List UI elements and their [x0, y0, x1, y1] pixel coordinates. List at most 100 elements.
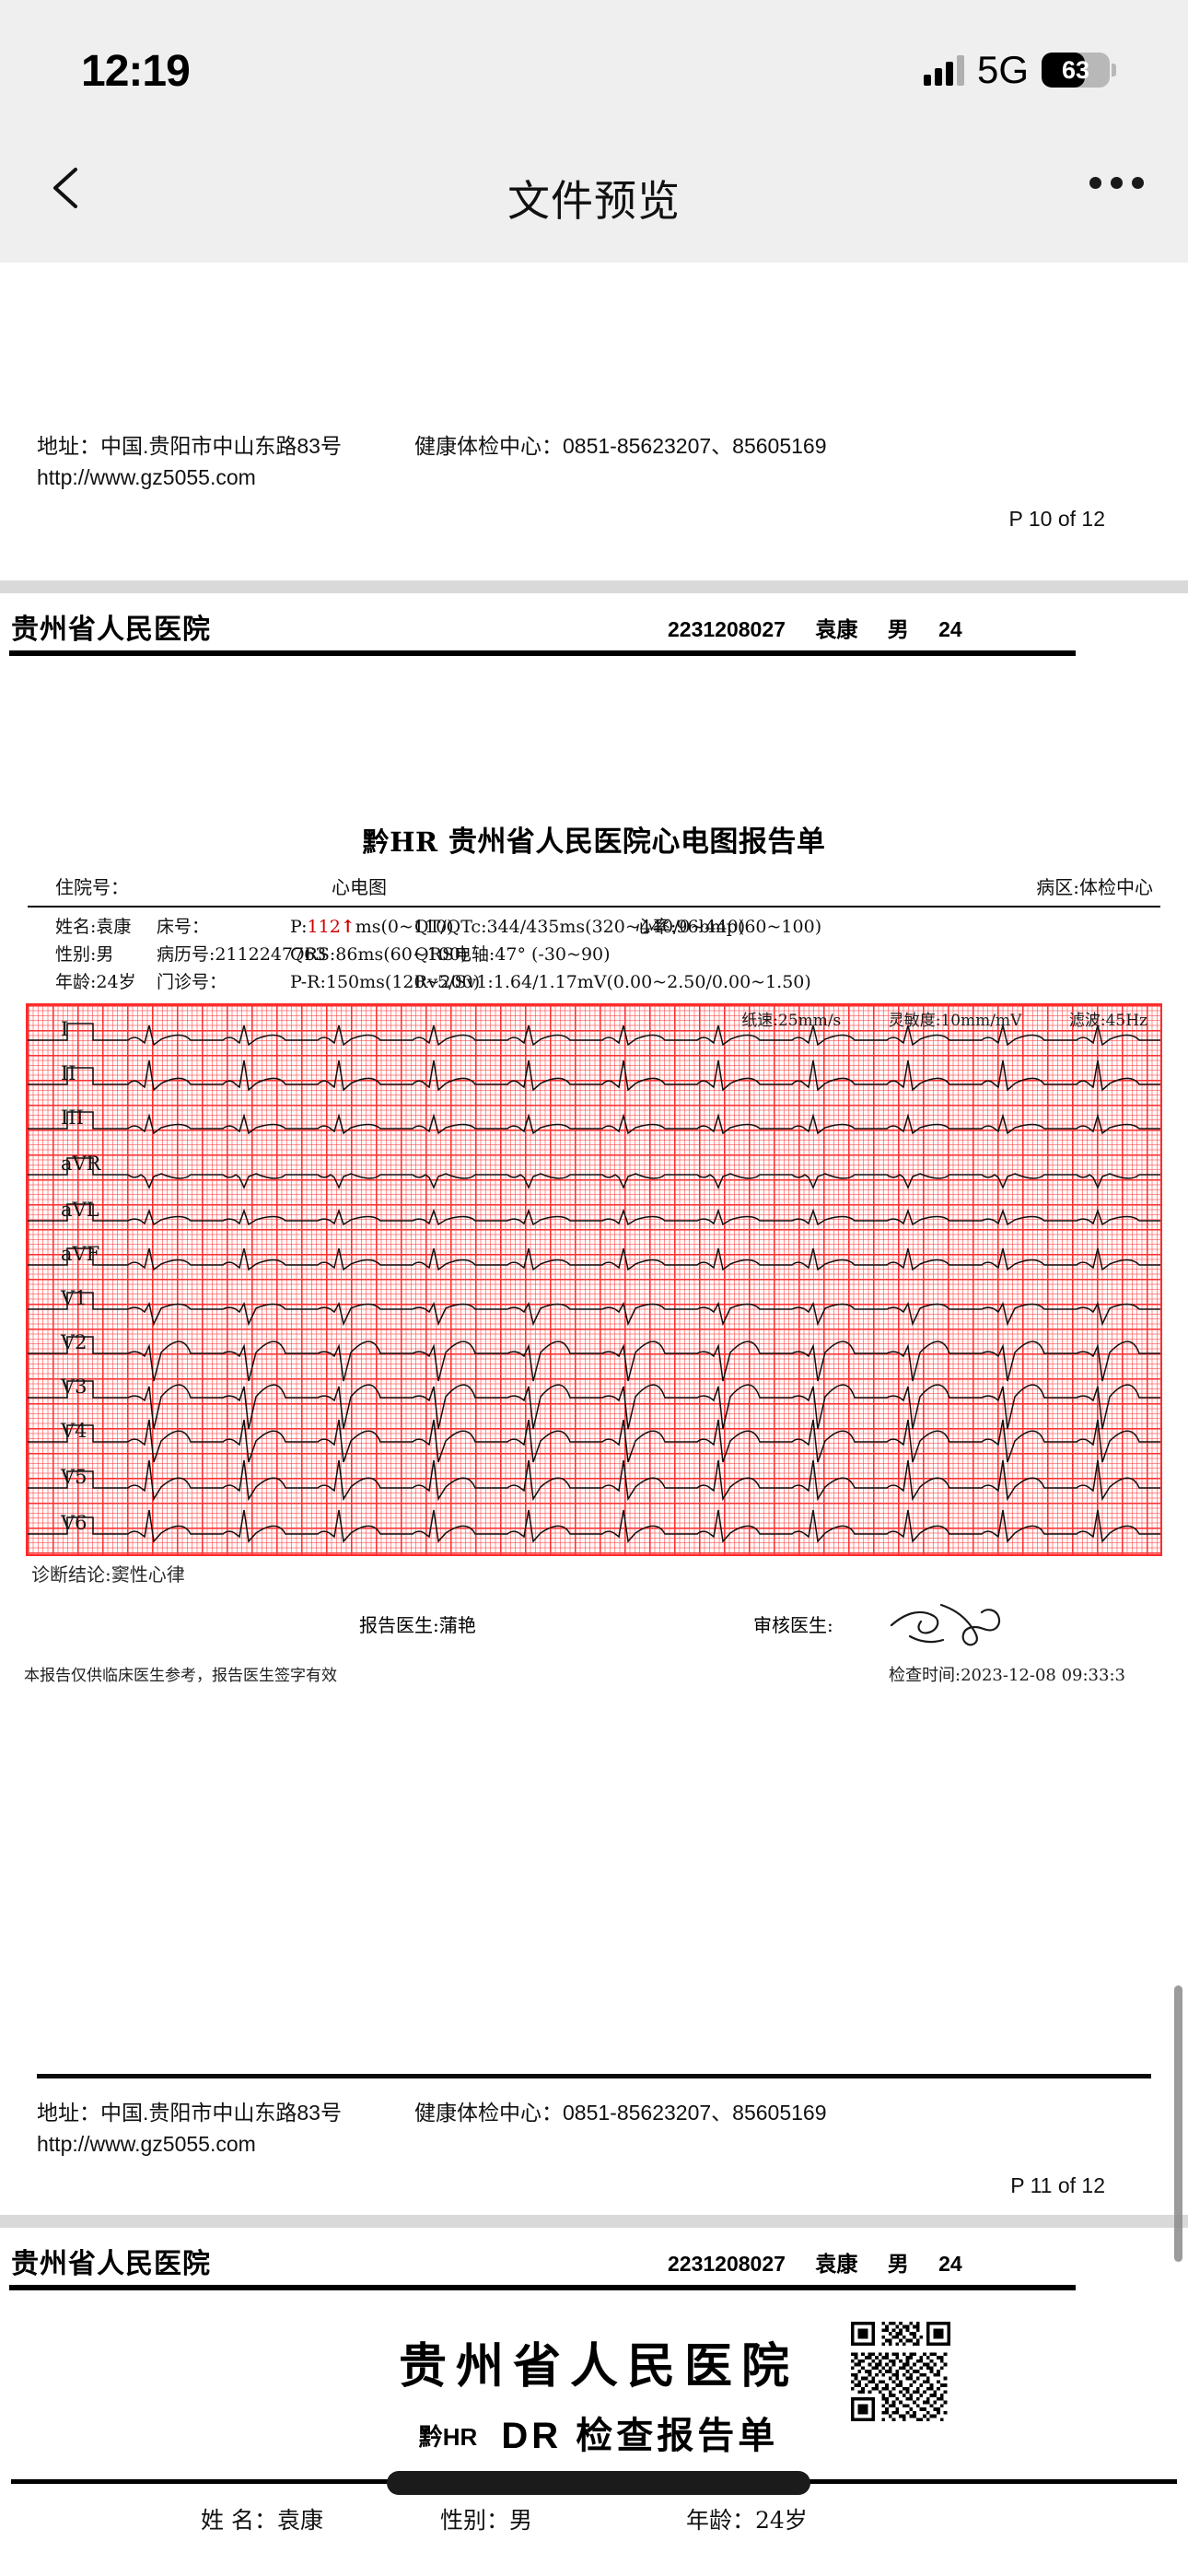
patient-age: 24 [938, 2252, 962, 2276]
patient-id: 2231208027 [668, 2252, 786, 2276]
ecg-trace-III [28, 1111, 1160, 1135]
ecg-signature-row: 报告医生:蒲艳 审核医生: [0, 1603, 1188, 1662]
measure-p-unit: ms(0~110) [355, 917, 454, 937]
status-bar-indicators: 5G 63 [923, 48, 1116, 92]
page-separator [0, 580, 1188, 593]
admission-number-label: 住院号： [55, 876, 129, 898]
footer-url: http://www.gz5055.com [37, 2132, 256, 2156]
field-gender: 性别:男 [55, 944, 114, 965]
measure-qrs-axis: QRS电轴:47° (-30~90) [414, 944, 611, 965]
lead-label-V1: V1 [61, 1287, 87, 1309]
sensitivity-label: 灵敏度:10mm/mV [888, 1012, 1022, 1030]
qhr-logo-text: 黔HR [418, 2423, 478, 2451]
field-age: 年龄:24岁 [55, 972, 136, 992]
footer-telephone: 健康体检中心：0851-85623207、85605169 [414, 434, 827, 458]
ecg-trace-aVF [28, 1247, 1160, 1271]
back-button[interactable] [42, 162, 94, 214]
status-bar: 12:19 5G 63 [0, 0, 1188, 129]
more-options-icon[interactable] [1089, 177, 1144, 189]
ecg-trace-V4 [28, 1419, 1160, 1463]
dr-report-title-text: DR 检查报告单 [501, 2416, 779, 2456]
dr-field-age: 年龄：24岁 [686, 2507, 808, 2534]
ecg-report-title-text: 贵州省人民医院心电图报告单 [448, 825, 826, 859]
measure-qt-qtc: QT/QTc:344/435ms(320~440/0~440) [414, 917, 746, 937]
page-separator [0, 2215, 1188, 2228]
dr-field-gender: 性别：男 [440, 2507, 533, 2534]
document-page-11: 贵州省人民医院 2231208027 袁康 男 24 黔HR 贵州省人民医院心电… [0, 593, 1188, 2215]
patient-header-meta: 2231208027 袁康 男 24 [668, 2246, 986, 2277]
patient-gender: 男 [887, 2252, 909, 2276]
measure-rv5-sv1: Rv5/Sv1:1.64/1.17mV(0.00~2.50/0.00~1.50) [414, 972, 811, 992]
footer-divider [37, 2074, 1151, 2078]
ecg-exam-time: 检查时间:2023-12-08 09:33:3 [889, 1666, 1125, 1685]
page-10-number: P 10 of 12 [1008, 507, 1105, 531]
reporting-doctor: 报告医生:蒲艳 [359, 1614, 476, 1636]
ecg-report-title: 黔HR 贵州省人民医院心电图报告单 [0, 818, 1188, 860]
ecg-interval-column: P:112↑ms(0~110) QRS:86ms(60~100) P-R:150… [290, 913, 480, 996]
hospital-name: 贵州省人民医院 [11, 2248, 211, 2280]
ecg-trace-II [28, 1060, 1160, 1092]
footer-address: 地址：中国.贵阳市中山东路83号 [37, 2101, 342, 2125]
network-type-label: 5G [976, 48, 1029, 91]
ecg-traces [28, 1023, 1160, 1543]
ecg-trace-V5 [28, 1459, 1160, 1502]
patient-gender: 男 [887, 617, 909, 641]
ecg-trace-I [28, 1023, 1160, 1047]
page-11-number: P 11 of 12 [1010, 2173, 1105, 2197]
ecg-trace-aVR [28, 1157, 1160, 1189]
document-scroll-area[interactable]: 地址：中国.贵阳市中山东路83号 健康体检中心：0851-85623207、85… [0, 263, 1188, 2576]
heart-rate-column: 心率:96bmp(60~100) [635, 913, 821, 941]
patient-id: 2231208027 [668, 617, 786, 641]
patient-name: 袁康 [815, 617, 858, 641]
ecg-trace-V6 [28, 1509, 1160, 1543]
field-name: 姓名:袁康 [55, 917, 132, 937]
lead-label-V5: V5 [61, 1466, 87, 1488]
paper-speed-label: 纸速:25mm/s [741, 1012, 842, 1030]
page-11-header: 贵州省人民医院 2231208027 袁康 男 24 [0, 593, 1188, 662]
ecg-trace-V1 [28, 1292, 1160, 1327]
patient-basic-column: 姓名:袁康 性别:男 年龄:24岁 [55, 913, 136, 996]
navigation-bar: 文件预览 [0, 129, 1188, 263]
lead-label-V3: V3 [61, 1376, 87, 1398]
cellular-signal-icon [923, 54, 964, 86]
status-bar-time: 12:19 [81, 47, 191, 96]
lead-label-aVF: aVF [61, 1243, 100, 1265]
ward-label: 病区:体检中心 [1036, 876, 1153, 898]
dr-highlight-bar [387, 2471, 810, 2495]
footer-url: http://www.gz5055.com [37, 465, 256, 489]
ecg-disclaimer: 本报告仅供临床医生参考，报告医生签字有效 [24, 1667, 337, 1685]
ecg-info-block: 住院号： 心电图 病区:体检中心 姓名:袁康 性别:男 年龄:24岁 床号： 病… [28, 872, 1160, 998]
ecg-grid-background [28, 1005, 1160, 1554]
lead-label-II: II [61, 1062, 76, 1084]
header-divider [9, 650, 1076, 656]
ecg-waveform-strip: 纸速:25mm/s 灵敏度:10mm/mV 滤波:45Hz I II III a… [26, 1003, 1162, 1556]
measure-p-label: P: [290, 917, 308, 937]
footer-address: 地址：中国.贵阳市中山东路83号 [37, 434, 342, 458]
patient-admin-column: 床号： 病历号:2112247763 门诊号： [157, 913, 326, 996]
lead-label-V6: V6 [61, 1512, 87, 1534]
lead-label-aVL: aVL [61, 1199, 99, 1221]
page-12-header: 贵州省人民医院 2231208027 袁康 男 24 [0, 2228, 1188, 2296]
footer-telephone: 健康体检中心：0851-85623207、85605169 [414, 2101, 827, 2125]
exam-type-label: 心电图 [332, 876, 387, 898]
page-title: 文件预览 [507, 177, 681, 225]
patient-header-meta: 2231208027 袁康 男 24 [668, 612, 986, 643]
measure-heart-rate: 心率:96bmp(60~100) [635, 917, 822, 937]
dr-patient-fields: 姓 名：袁康 性别：男 年龄：24岁 [0, 2502, 1188, 2545]
ecg-diagnosis: 诊断结论:窦性心律 [31, 1563, 185, 1586]
field-bed-no: 床号： [157, 917, 210, 937]
patient-name: 袁康 [815, 2252, 858, 2276]
header-divider [9, 2285, 1076, 2290]
page-11-footer: 地址：中国.贵阳市中山东路83号 健康体检中心：0851-85623207、85… [0, 2074, 1188, 2198]
dr-hospital-title: 贵州省人民医院 [398, 2340, 798, 2394]
qr-code [851, 2322, 950, 2421]
measure-p-value: 112 [307, 917, 341, 937]
lead-label-V4: V4 [61, 1420, 87, 1442]
page-10-footer: 地址：中国.贵阳市中山东路83号 健康体检中心：0851-85623207、85… [0, 263, 1188, 532]
vertical-scrollbar[interactable] [1174, 1985, 1182, 2262]
measure-pr: P-R:150ms(120~200) [290, 972, 481, 992]
filter-label: 滤波:45Hz [1068, 1012, 1147, 1030]
abnormal-up-arrow-icon: ↑ [340, 917, 355, 937]
dr-report-block: 贵州省人民医院 黔HR DR 检查报告单 [0, 2296, 1188, 2545]
qhr-logo-text: 黔HR [362, 826, 438, 858]
